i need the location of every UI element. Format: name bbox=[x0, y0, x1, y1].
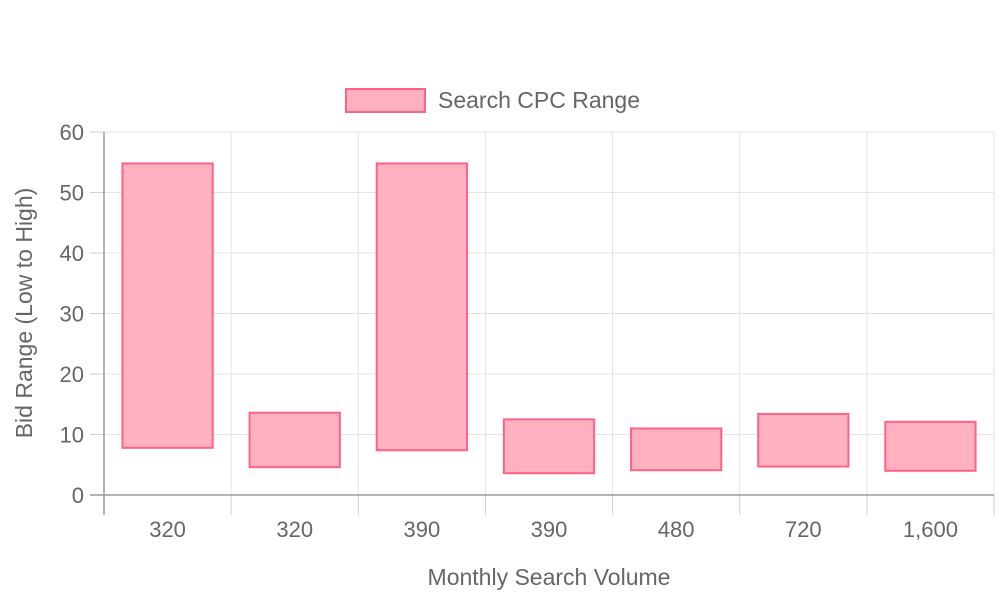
bars bbox=[121, 162, 977, 475]
y-axis-title: Bid Range (Low to High) bbox=[11, 188, 37, 439]
x-tick-label: 390 bbox=[531, 517, 568, 542]
y-tick-label: 10 bbox=[60, 423, 84, 448]
x-tick-label: 480 bbox=[658, 517, 695, 542]
bar bbox=[502, 418, 596, 475]
bar bbox=[630, 427, 723, 472]
bar bbox=[884, 420, 977, 472]
y-tick-label: 30 bbox=[60, 302, 84, 327]
legend-label: Search CPC Range bbox=[438, 87, 640, 113]
bar bbox=[375, 162, 468, 452]
x-axis-title: Monthly Search Volume bbox=[428, 564, 671, 590]
grid bbox=[104, 131, 995, 495]
legend[interactable]: Search CPC Range bbox=[345, 87, 640, 113]
y-tick-label: 40 bbox=[60, 241, 84, 266]
x-tick-label: 390 bbox=[403, 517, 440, 542]
legend-swatch bbox=[345, 88, 426, 113]
bar bbox=[757, 412, 850, 468]
x-tick-label: 320 bbox=[276, 517, 313, 542]
y-tick-label: 20 bbox=[60, 362, 84, 387]
axes: 0 10 20 30 40 50 60 320 320 390 390 480 720 1,600 bbox=[60, 120, 995, 542]
y-tick-label: 50 bbox=[60, 181, 84, 206]
bar bbox=[121, 162, 214, 449]
x-tick-label: 320 bbox=[149, 517, 186, 542]
bar bbox=[248, 411, 341, 469]
y-tick-label: 0 bbox=[72, 483, 84, 508]
y-tick-label: 60 bbox=[60, 120, 84, 145]
x-tick-label: 1,600 bbox=[903, 517, 958, 542]
x-tick-label: 720 bbox=[785, 517, 822, 542]
